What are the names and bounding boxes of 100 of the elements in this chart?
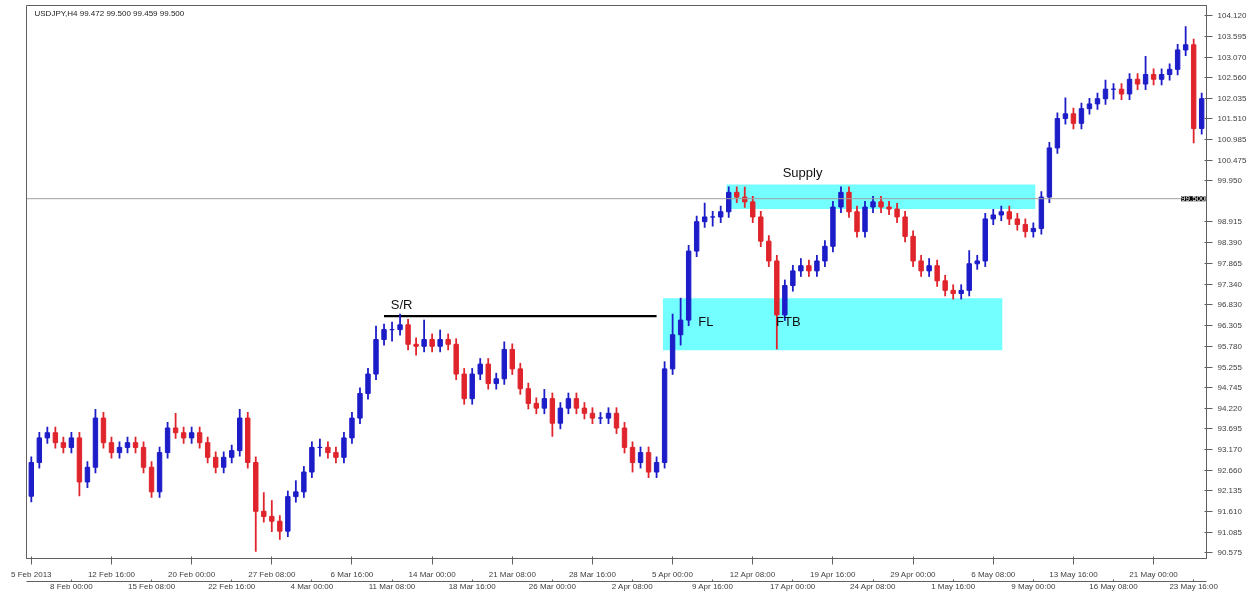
candlestick [405,317,411,352]
y-tick-label: 95.255 [1217,362,1243,372]
x-tick-label: 8 Feb 00:00 [50,581,94,591]
x-tick-label: 21 May 00:00 [1129,569,1179,579]
x-tick-label: 5 Apr 00:00 [651,569,694,579]
candlestick [172,412,179,440]
chart-title: USDJPY,H4 99.472 99.500 99.459 99.500 [34,8,185,18]
x-tick-label: 11 Mar 08:00 [368,581,416,591]
candlestick [894,202,900,224]
y-tick-label: 96.830 [1217,300,1243,310]
x-tick-label: 29 Apr 00:00 [890,569,937,579]
candlestick [277,514,283,541]
candlestick [1174,43,1181,77]
candlestick [421,318,427,354]
candlestick [1182,25,1189,57]
candlestick [84,460,91,489]
candlestick [204,435,211,465]
candlestick [846,185,852,219]
x-tick-label: 15 Feb 08:00 [127,581,176,591]
annotation: S/R [390,296,413,312]
candlestick [701,201,708,229]
y-tick-label: 95.780 [1217,341,1243,351]
candlestick [838,185,844,214]
y-tick-label: 103.070 [1217,52,1247,62]
x-tick-label: 5 Feb 2013 [11,569,53,579]
candlestick [1126,72,1133,101]
y-tick-label: 99.950 [1217,176,1243,186]
candlestick [293,479,299,504]
candlestick [814,254,820,278]
candlestick [52,425,59,450]
ref-line-label: 99.500 [1181,194,1207,204]
x-tick-label: 4 Mar 00:00 [290,581,334,591]
candlestick [1062,96,1069,126]
y-tick-label: 94.220 [1217,403,1243,413]
y-tick-label: 97.865 [1217,259,1243,269]
x-tick-label: 26 Mar 00:00 [528,581,577,591]
candlestick [349,411,355,445]
candlestick [108,435,115,460]
candlestick [365,367,371,401]
y-tick-label: 97.340 [1217,279,1243,289]
y-tick-label: 104.120 [1217,10,1247,20]
y-tick-label: 90.575 [1217,548,1243,558]
y-tick-label: 101.510 [1217,114,1247,124]
x-tick-label: 27 Feb 08:00 [248,569,296,579]
candlestick [140,440,147,475]
candlestick [261,491,267,524]
candlestick [565,391,572,415]
y-tick-label: 98.390 [1217,238,1243,248]
candlestick [485,357,491,391]
x-tick-label: 18 Mar 16:00 [448,581,497,591]
candlestick [621,421,628,455]
candlestick [1078,101,1085,131]
candlestick [926,257,932,278]
candlestick [822,239,828,268]
y-tick-label: 102.560 [1217,72,1247,82]
candlestick [677,296,684,347]
candlestick [1006,204,1012,226]
candlestick [918,254,924,278]
candlestick [437,328,443,354]
x-tick-label: 1 May 16:00 [931,581,976,591]
x-tick-label: 22 Feb 16:00 [208,581,256,591]
x-tick-label: 2 Apr 08:00 [611,581,654,591]
y-tick-label: 103.595 [1217,31,1247,41]
candlestick [902,210,908,244]
candlestick [709,210,716,228]
candlestick [934,258,940,288]
candlestick [613,406,620,435]
y-tick-label: 92.135 [1217,486,1243,496]
candlestick [477,357,483,381]
x-tick-label: 14 Mar 00:00 [408,569,457,579]
x-tick-label: 13 May 16:00 [1049,569,1099,579]
candlestick [541,388,548,415]
candlestick [196,425,203,450]
y-tick-label: 100.985 [1217,135,1247,145]
x-tick-label: 6 May 08:00 [971,569,1016,579]
candlestick [742,185,748,209]
candlestick [517,362,524,396]
candlestick [229,443,235,465]
candlestick [429,332,435,354]
candlestick [525,381,532,411]
candlestick [645,445,652,479]
candlestick [766,234,772,268]
candlestick [341,431,347,465]
y-tick-label: 91.610 [1217,507,1243,517]
y-tick-label: 96.305 [1217,320,1243,330]
candlestick [750,195,756,224]
x-tick-label: 17 Apr 00:00 [769,581,816,591]
candlestick [557,401,564,431]
x-tick-label: 9 May 00:00 [1011,581,1056,591]
y-tick-label: 92.660 [1217,465,1243,475]
y-tick-label: 91.085 [1217,528,1243,538]
candlestick [1022,217,1029,239]
x-tick-label: 19 Apr 16:00 [810,569,856,579]
x-tick-label: 9 Apr 16:00 [692,581,734,591]
candlestick [301,465,307,499]
candlestick [629,440,636,474]
band-label: Supply [782,165,823,181]
annotation: FL [698,314,714,330]
y-tick-label: 93.170 [1217,445,1243,455]
y-tick-label: 98.915 [1217,217,1243,227]
